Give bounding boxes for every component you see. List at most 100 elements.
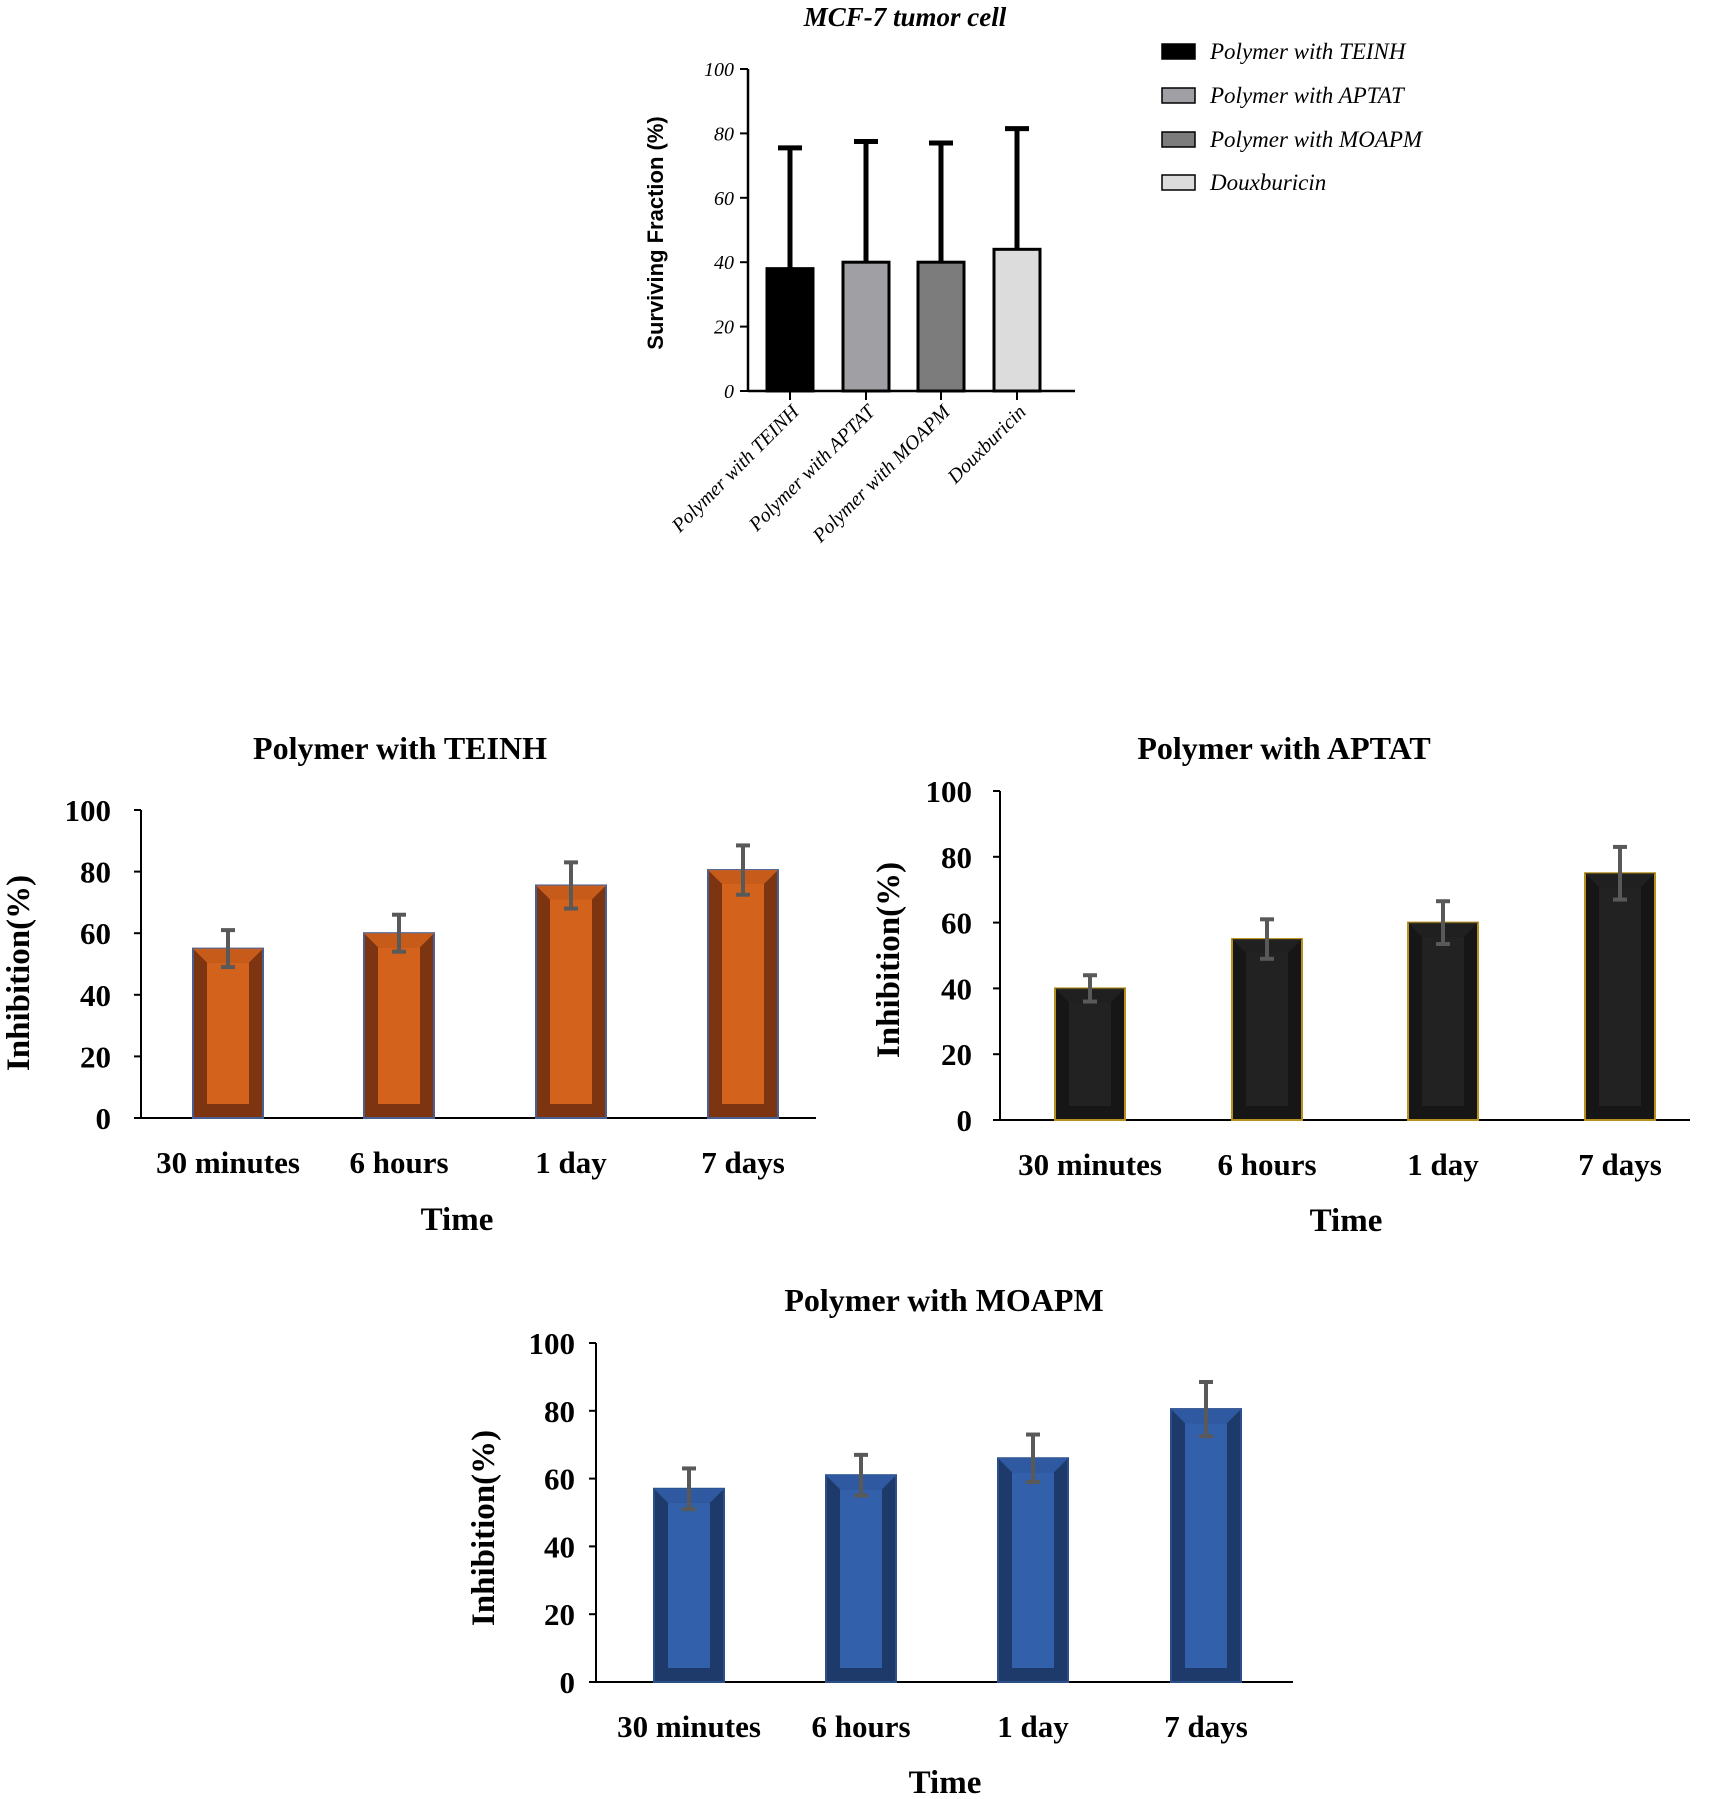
chart-teinh: Polymer with TEINH Inhibition(%) Time 0 2… <box>1 730 816 1238</box>
x-tick-label: Polymer with TEINH <box>667 400 805 538</box>
x-tick-label: 6 hours <box>1217 1147 1316 1182</box>
y-tick-label: 60 <box>544 1462 575 1497</box>
y-tick-label: 40 <box>80 978 111 1013</box>
x-tick-label: 30 minutes <box>1018 1147 1162 1182</box>
bar-face <box>207 962 249 1104</box>
y-tick-label: 80 <box>544 1394 575 1429</box>
legend-item: Polymer with APTAT <box>1161 83 1406 108</box>
bar-face <box>840 1489 882 1668</box>
legend-item: Douxburicin <box>1161 170 1326 195</box>
y-tick-label: 0 <box>96 1101 112 1136</box>
bar <box>1170 1408 1242 1683</box>
bar <box>765 267 815 393</box>
x-tick-label: 6 hours <box>349 1145 448 1180</box>
y-tick-label: 20 <box>544 1597 575 1632</box>
y-axis-label: Inhibition(%) <box>871 862 907 1058</box>
x-axis-label: Time <box>909 1765 982 1799</box>
x-tick-label: 7 days <box>1164 1709 1248 1744</box>
legend-label: Polymer with TEINH <box>1209 39 1407 64</box>
legend-swatch <box>1161 43 1196 60</box>
y-tick-label: 20 <box>714 317 734 339</box>
x-tick-label: Polymer with APTAT <box>744 400 881 537</box>
bar <box>841 260 891 393</box>
chart-title: Polymer with APTAT <box>1137 730 1430 766</box>
y-tick-label: 0 <box>560 1665 576 1700</box>
x-tick-label: 30 minutes <box>156 1145 300 1180</box>
axes: 0 20 40 60 80 100 <box>65 793 816 1136</box>
y-tick-label: 100 <box>704 59 734 81</box>
y-tick-label: 100 <box>529 1326 576 1361</box>
y-tick-label: 20 <box>941 1037 972 1072</box>
x-tick-label: 7 days <box>1578 1147 1662 1182</box>
bar <box>1584 872 1656 1121</box>
x-tick-label: 1 day <box>997 1709 1069 1744</box>
y-tick-label: 100 <box>926 774 973 809</box>
bars <box>192 843 779 1120</box>
y-tick-label: 20 <box>80 1039 111 1074</box>
bar <box>1231 938 1303 1121</box>
bar-face <box>1069 1002 1111 1106</box>
y-tick-label: 40 <box>941 971 972 1006</box>
legend-item: Polymer with MOAPM <box>1161 127 1424 152</box>
bar-face <box>668 1502 710 1668</box>
bar-face <box>378 947 420 1104</box>
bar <box>535 884 607 1120</box>
bar-face <box>722 884 764 1104</box>
chart-aptat: Polymer with APTAT Inhibition(%) Time 0 2… <box>871 730 1690 1239</box>
bar <box>992 247 1042 393</box>
y-tick-label: 80 <box>714 123 734 145</box>
legend-label: Polymer with APTAT <box>1209 83 1406 108</box>
x-axis-label: Time <box>1310 1203 1383 1239</box>
bars <box>1054 844 1656 1122</box>
bar-face <box>550 899 592 1104</box>
bar <box>916 260 966 393</box>
bar-face <box>1185 1423 1227 1668</box>
bar <box>707 869 779 1119</box>
bar <box>363 932 435 1120</box>
bars <box>653 1379 1242 1684</box>
legend-item: Polymer with TEINH <box>1161 39 1407 64</box>
bar <box>1054 987 1126 1122</box>
bar <box>653 1487 725 1684</box>
y-tick-label: 60 <box>714 188 734 210</box>
legend-swatch <box>1161 87 1196 104</box>
bar-face <box>1422 936 1464 1106</box>
x-tick-label: 7 days <box>701 1145 785 1180</box>
y-tick-label: 40 <box>544 1529 575 1564</box>
x-tick-label: 30 minutes <box>617 1709 761 1744</box>
y-tick-label: 40 <box>714 252 734 274</box>
x-tick-label: Douxburicin <box>943 401 1031 489</box>
y-tick-label: 60 <box>80 916 111 951</box>
bar <box>192 947 264 1119</box>
bar-face <box>1246 953 1288 1106</box>
bar <box>997 1457 1069 1684</box>
axes: 0 20 40 60 80 100 <box>926 774 1690 1138</box>
y-axis-label: Surviving Fraction (%) <box>643 116 668 349</box>
legend-label: Polymer with MOAPM <box>1209 127 1424 152</box>
x-tick-labels: 30 minutes 6 hours 1 day 7 days <box>617 1709 1248 1744</box>
y-tick-label: 80 <box>80 855 111 890</box>
y-axis-label: Inhibition(%) <box>466 1430 502 1626</box>
chart-title: Polymer with TEINH <box>253 730 547 766</box>
y-tick-label: 80 <box>941 840 972 875</box>
bar <box>1407 921 1479 1121</box>
chart-title: Polymer with MOAPM <box>784 1282 1103 1318</box>
legend: Polymer with TEINH Polymer with APTAT Po… <box>1161 39 1424 195</box>
bar <box>825 1474 897 1683</box>
chart-mcf7: MCF-7 tumor cell Surviving Fraction (%) … <box>643 2 1424 548</box>
bars <box>765 126 1042 393</box>
chart-title: MCF-7 tumor cell <box>803 2 1007 32</box>
y-tick-label: 0 <box>724 381 734 403</box>
x-tick-label: 1 day <box>1407 1147 1479 1182</box>
x-tick-label: 1 day <box>535 1145 607 1180</box>
x-tick-label: Polymer with MOAPM <box>808 400 956 548</box>
chart-moapm: Polymer with MOAPM Inhibition(%) Time 0 2… <box>466 1282 1293 1799</box>
y-tick-label: 100 <box>65 793 112 828</box>
legend-swatch <box>1161 174 1196 191</box>
x-axis-label: Time <box>421 1202 494 1238</box>
y-tick-label: 60 <box>941 906 972 941</box>
y-tick-label: 0 <box>957 1103 973 1138</box>
x-tick-labels: 30 minutes 6 hours 1 day 7 days <box>1018 1147 1662 1182</box>
